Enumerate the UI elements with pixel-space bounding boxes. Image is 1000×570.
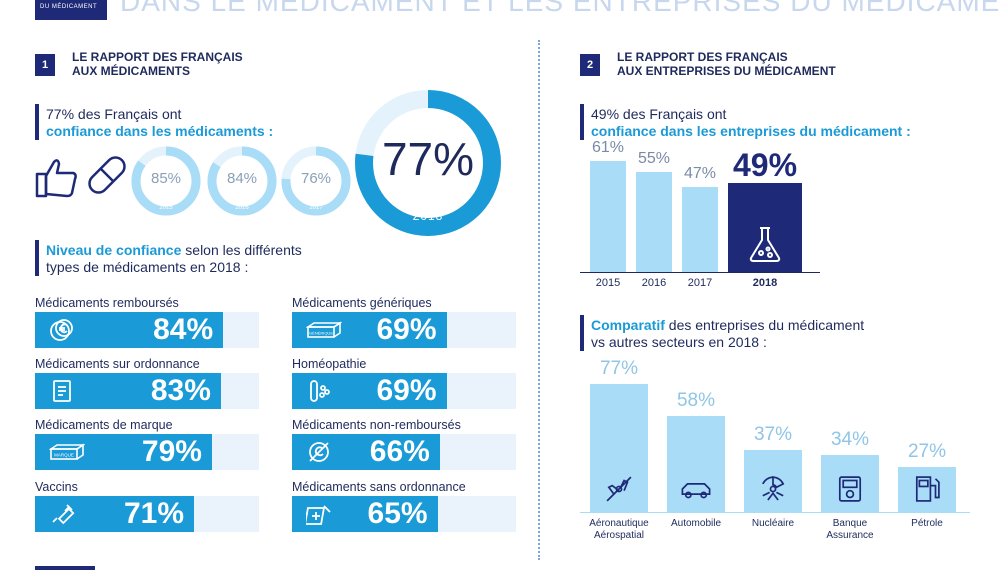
ring-value: 76% xyxy=(300,170,332,187)
generic-box-icon: GÉNÉRIQUE xyxy=(306,321,342,338)
thumbs-up-icon xyxy=(35,159,77,198)
yearly-trust-chart: 61% 2015 55% 2016 47% 2017 49% 2018 xyxy=(580,139,825,295)
sector-bar xyxy=(898,467,956,512)
section-2-title: LE RAPPORT DES FRANÇAIS AUX ENTREPRISES D… xyxy=(617,50,836,78)
ring-2016: 84% 2016 xyxy=(206,145,278,217)
sector-value: 34% xyxy=(830,429,870,451)
year-bar xyxy=(682,186,718,272)
sector-label: Aéronautique Aérospatial xyxy=(589,518,649,541)
chart-axis xyxy=(580,512,970,513)
sector-label: Nucléaire xyxy=(751,518,795,529)
type-bar: 71% xyxy=(35,496,195,532)
sector-icon xyxy=(915,476,940,502)
homeopathy-icon xyxy=(310,380,330,402)
sector-value: 58% xyxy=(676,389,716,411)
sector-value: 37% xyxy=(753,424,793,446)
sector-value: 77% xyxy=(599,358,639,379)
section-2-lead: 49% des Français ont confiance dans les … xyxy=(591,106,911,139)
flask-icon xyxy=(749,227,781,262)
ring-2017: 76% 2017 xyxy=(280,145,352,217)
section-1-number: 1 xyxy=(35,54,55,76)
type-bar: 84% xyxy=(35,312,224,348)
year-label: 2015 xyxy=(595,277,621,289)
section-2-number: 2 xyxy=(580,54,600,76)
chart-axis xyxy=(580,272,820,273)
ring-2015: 85% 2015 xyxy=(130,145,202,217)
ring-value: 85% xyxy=(150,170,182,187)
otc-icon xyxy=(306,505,331,525)
type-item: Médicaments sans ordonnance 65% xyxy=(292,480,516,532)
level-marker xyxy=(35,240,39,276)
sector-comparison-chart: 77% Aéronautique Aérospatial 58% Automobile 3… xyxy=(580,355,975,555)
year-bar xyxy=(590,161,626,272)
sector-bar xyxy=(821,455,879,512)
prescription-icon xyxy=(53,380,71,402)
ring-year: 2015 xyxy=(159,205,173,211)
section-1-lead: 77% des Français ont confiance dans les … xyxy=(46,106,274,139)
ring-year: 2016 xyxy=(235,205,249,211)
sector-value: 27% xyxy=(907,441,947,463)
type-bar: 83% xyxy=(35,373,221,409)
year-value: 61% xyxy=(591,139,625,157)
svg-text:GÉNÉRIQUE: GÉNÉRIQUE xyxy=(309,331,333,336)
year-label: 2017 xyxy=(687,277,713,289)
syringe-icon xyxy=(52,504,75,525)
section-1-title: LE RAPPORT DES FRANÇAIS AUX MÉDICAMENTS xyxy=(72,50,243,78)
column-divider xyxy=(538,40,540,560)
lead-marker xyxy=(580,104,584,140)
year-value: 49% xyxy=(732,147,798,184)
year-label: 2018 xyxy=(752,277,778,289)
brand-logo-text: DU MÉDICAMENT xyxy=(40,4,98,10)
sector-label: Banque Assurance xyxy=(826,518,874,541)
type-item: Médicaments de marque MARQUE 79% xyxy=(35,418,259,470)
sector-icon xyxy=(838,476,862,502)
type-item: Médicaments remboursés 84% xyxy=(35,296,259,348)
brand-box-icon: MARQUE xyxy=(49,443,85,460)
year-bar xyxy=(636,172,672,272)
ring-value: 84% xyxy=(226,170,258,187)
crossed-coin-icon xyxy=(309,442,329,462)
page-title: DANS LE MÉDICAMENT ET LES ENTREPRISES DU… xyxy=(120,0,1000,17)
sector-icon xyxy=(681,483,711,499)
sector-label: Automobile xyxy=(670,518,722,529)
compare-marker xyxy=(580,315,584,351)
lead-marker xyxy=(35,104,39,140)
footer-marker xyxy=(35,566,95,570)
pill-icon xyxy=(88,156,126,194)
euro-coin-icon xyxy=(50,319,73,341)
type-item: Médicaments sur ordonnance 83% xyxy=(35,357,259,409)
sector-bar xyxy=(667,415,725,512)
type-item: Médicaments non-remboursés 66% xyxy=(292,418,516,470)
sector-label: Pétrole xyxy=(911,518,943,529)
type-item: Médicaments génériques GÉNÉRIQUE 69% xyxy=(292,296,516,348)
compare-heading: Comparatif des entreprises du médicament… xyxy=(591,317,865,350)
year-value: 47% xyxy=(683,164,717,182)
level-heading: Niveau de confiance selon les différents… xyxy=(46,242,302,275)
type-bar: MARQUE 79% xyxy=(35,434,212,470)
ring-value: 77% xyxy=(381,133,475,185)
svg-text:MARQUE: MARQUE xyxy=(54,453,74,458)
year-label: 2016 xyxy=(641,277,667,289)
type-bar: GÉNÉRIQUE 69% xyxy=(292,312,447,348)
sector-icon xyxy=(762,476,785,501)
brand-logo xyxy=(35,0,107,20)
type-bar: 65% xyxy=(292,496,438,532)
sector-icon xyxy=(606,476,632,502)
type-bar: 69% xyxy=(292,373,447,409)
type-bar: 66% xyxy=(292,434,440,470)
ring-year: 2018 xyxy=(412,209,444,223)
type-item: Vaccins 71% xyxy=(35,480,259,532)
ring-2018: 77% 2018 xyxy=(353,88,503,238)
type-item: Homéopathie 69% xyxy=(292,357,516,409)
ring-year: 2017 xyxy=(309,205,323,211)
year-value: 55% xyxy=(637,150,671,168)
